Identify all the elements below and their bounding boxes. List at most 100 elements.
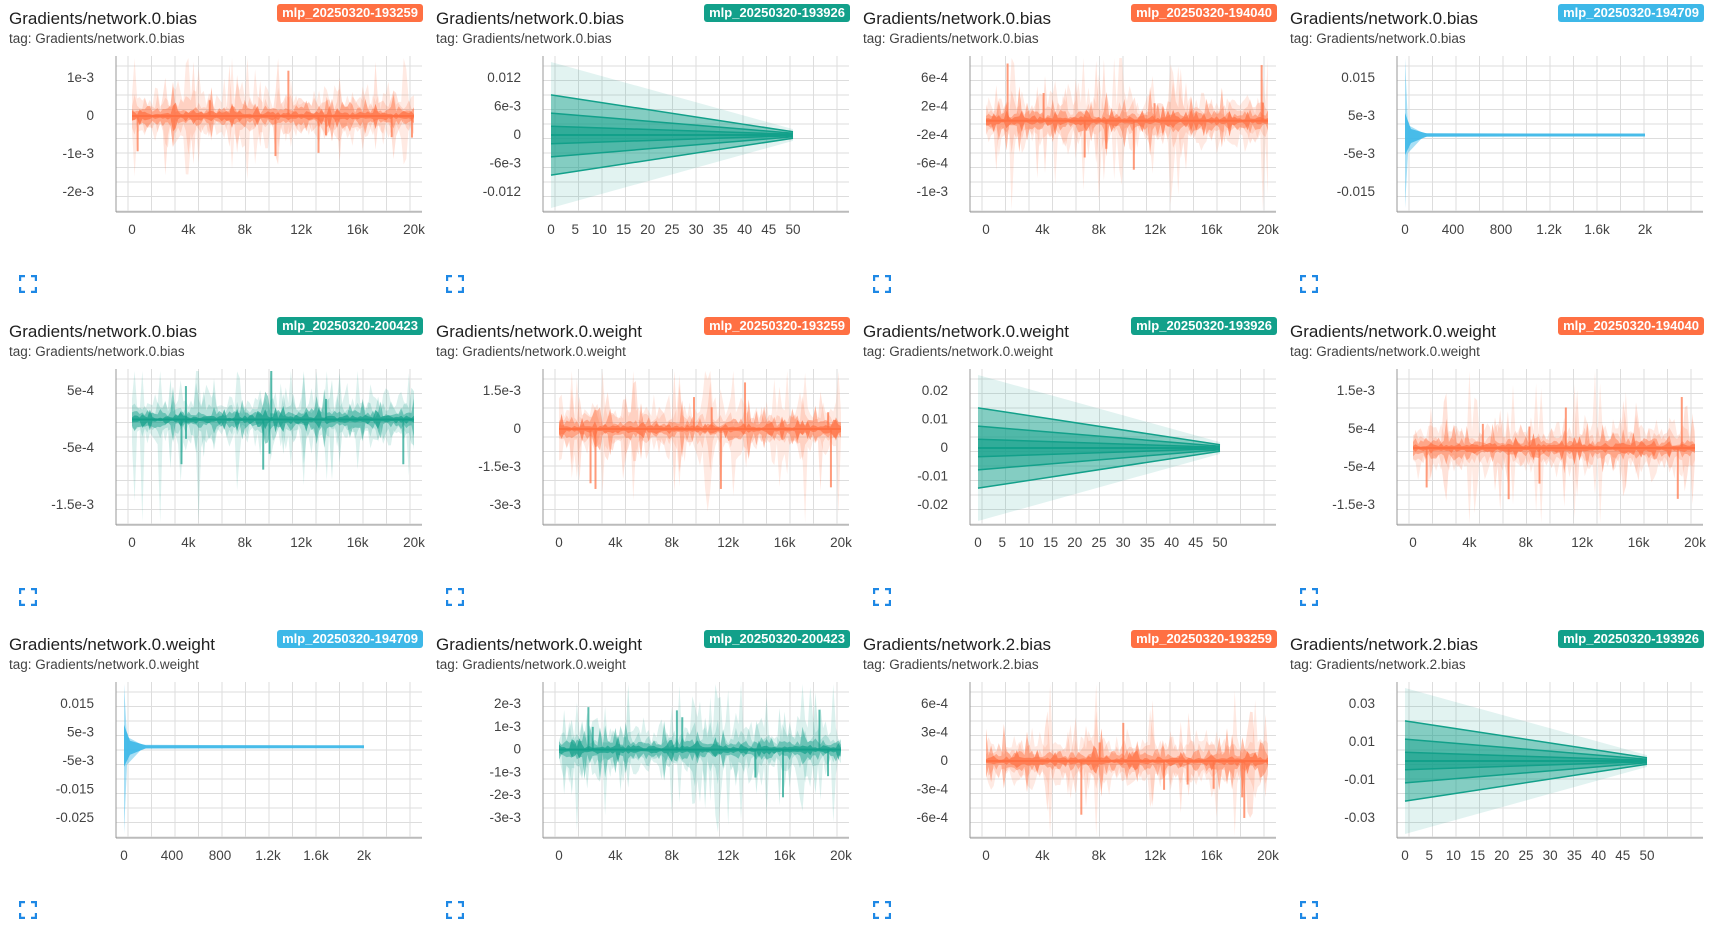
grid-lines [970, 56, 1276, 212]
axis-ticks: 0.03 0.01 -0.01 -0.03 0 5 10 15 20 25 30 35 40 45 50 [1344, 696, 1654, 863]
distribution-band [124, 724, 364, 767]
fullscreen-icon[interactable] [1299, 587, 1319, 607]
x-tick-label: 0 [555, 535, 563, 550]
y-tick-label: -0.03 [1344, 810, 1375, 825]
percentile-line [550, 125, 794, 136]
x-tick-label: 8k [1092, 848, 1107, 863]
chart-title: Gradients/network.0.weight [436, 322, 642, 341]
distribution-band [986, 745, 1268, 775]
x-tick-label: 0 [555, 848, 563, 863]
x-tick-label: 35 [1140, 535, 1155, 550]
run-name-badge: mlp_20250320-200423 [277, 317, 423, 335]
chart-title: Gradients/network.0.bias [9, 322, 198, 341]
distribution-band [559, 413, 841, 442]
run-name-badge: mlp_20250320-200423 [704, 630, 850, 648]
run-name-badge: mlp_20250320-193259 [1131, 630, 1277, 648]
x-tick-label: 16k [774, 535, 796, 550]
x-tick-label: 800 [1490, 222, 1513, 237]
y-tick-label: -1.5e-3 [1332, 497, 1375, 512]
x-tick-label: 12k [290, 222, 312, 237]
x-tick-label: 10 [1446, 848, 1461, 863]
x-tick-label: 20k [830, 535, 852, 550]
y-tick-label: 5e-4 [67, 383, 95, 398]
x-tick-label: 12k [1571, 535, 1593, 550]
x-tick-label: 0 [120, 848, 128, 863]
fullscreen-icon[interactable] [18, 274, 38, 294]
y-tick-label: -6e-4 [916, 156, 948, 171]
x-tick-label: 20k [1257, 222, 1279, 237]
y-tick-label: -1e-3 [916, 184, 948, 199]
y-tick-label: -2e-3 [489, 787, 521, 802]
chart-title: Gradients/network.0.bias [1290, 9, 1479, 28]
y-tick-label: 6e-3 [494, 99, 521, 114]
x-tick-label: 45 [761, 222, 776, 237]
x-tick-label: 4k [1035, 848, 1050, 863]
x-tick-label: 45 [1188, 535, 1203, 550]
distribution-band [559, 371, 841, 492]
distribution-chart: 1.5e-3 5e-4 -5e-4 -1.5e-3 0 4k 8k 12k 16k 20k [1332, 369, 1706, 550]
fullscreen-icon[interactable] [872, 274, 892, 294]
y-tick-label: -0.012 [483, 184, 521, 199]
fullscreen-icon[interactable] [1299, 274, 1319, 294]
x-tick-label: 25 [664, 222, 679, 237]
distribution-chart: 0.012 6e-3 0 -6e-3 -0.012 0 5 10 15 20 25 30 35 40 45 5… [483, 56, 849, 237]
chart-title: Gradients/network.2.bias [1290, 635, 1479, 654]
distribution-chart: 0.015 5e-3 -5e-3 -0.015 -0.025 0 400 800 1.2k 1.6… [56, 682, 422, 863]
axis-ticks: 6e-4 3e-4 0 -3e-4 -6e-4 0 4k 8k 12k 16k 20k [916, 696, 1279, 863]
fullscreen-icon[interactable] [872, 587, 892, 607]
x-tick-label: 15 [616, 222, 631, 237]
percentile-line [550, 112, 794, 134]
chart-card: Gradients/network.0.weight tag: Gradient… [427, 626, 854, 939]
y-tick-label: 0.015 [1341, 70, 1375, 85]
y-tick-label: 0 [940, 440, 948, 455]
fullscreen-icon[interactable] [872, 900, 892, 920]
fullscreen-icon[interactable] [18, 587, 38, 607]
y-tick-label: 0 [940, 753, 948, 768]
y-tick-label: 3e-4 [921, 725, 949, 740]
distribution-chart: 1.5e-3 0 -1.5e-3 -3e-3 0 4k 8k 12k 16k 20k [478, 369, 852, 550]
chart-title: Gradients/network.0.weight [1290, 322, 1496, 341]
axis-ticks: 0.02 0.01 0 -0.01 -0.02 0 5 10 15 20 25 30 35 40 45 50 [917, 383, 1227, 550]
y-tick-label: -6e-3 [489, 156, 521, 171]
y-tick-label: -5e-3 [1343, 146, 1375, 161]
y-tick-label: -1e-3 [62, 146, 94, 161]
x-tick-label: 5 [1425, 848, 1433, 863]
x-tick-label: 15 [1470, 848, 1485, 863]
chart-card: Gradients/network.2.bias tag: Gradients/… [1281, 626, 1708, 939]
distribution-band [559, 684, 841, 833]
x-tick-label: 8k [238, 222, 253, 237]
x-tick-label: 400 [1442, 222, 1465, 237]
y-tick-label: 0 [86, 108, 94, 123]
fullscreen-icon[interactable] [1299, 900, 1319, 920]
percentile-line [977, 447, 1221, 458]
axis-ticks: 6e-4 2e-4 -2e-4 -6e-4 -1e-3 0 4k 8k 12k 16k 20k [916, 70, 1279, 237]
x-tick-label: 2k [357, 848, 372, 863]
chart-card: Gradients/network.0.bias tag: Gradients/… [427, 0, 854, 313]
grid-lines [116, 369, 422, 525]
distribution-bands [977, 375, 1221, 521]
chart-title: Gradients/network.0.weight [436, 635, 642, 654]
distribution-chart: 2e-3 1e-3 0 -1e-3 -2e-3 -3e-3 0 4k 8k 12k 16k 20k [489, 682, 852, 863]
x-tick-label: 0 [128, 222, 136, 237]
y-tick-label: -0.01 [917, 469, 948, 484]
x-tick-label: 40 [1591, 848, 1606, 863]
x-tick-label: 20k [403, 535, 425, 550]
y-tick-label: -0.025 [56, 810, 94, 825]
x-tick-label: 12k [717, 535, 739, 550]
percentile-line [977, 425, 1221, 447]
chart-card: Gradients/network.2.bias tag: Gradients/… [854, 626, 1281, 939]
fullscreen-icon[interactable] [18, 900, 38, 920]
fullscreen-icon[interactable] [445, 274, 465, 294]
x-tick-label: 15 [1043, 535, 1058, 550]
fullscreen-icon[interactable] [445, 587, 465, 607]
fullscreen-icon[interactable] [445, 900, 465, 920]
distribution-chart: 0.015 5e-3 -5e-3 -0.015 0 400 800 1.2k 1.6k 2k [1337, 56, 1703, 237]
x-tick-label: 400 [161, 848, 184, 863]
distribution-band [559, 371, 841, 523]
distribution-band [1405, 113, 1645, 155]
percentile-line [1404, 738, 1648, 760]
y-tick-label: -1.5e-3 [478, 459, 521, 474]
x-tick-label: 12k [1144, 222, 1166, 237]
percentile-line [977, 407, 1221, 446]
x-tick-label: 5 [571, 222, 579, 237]
